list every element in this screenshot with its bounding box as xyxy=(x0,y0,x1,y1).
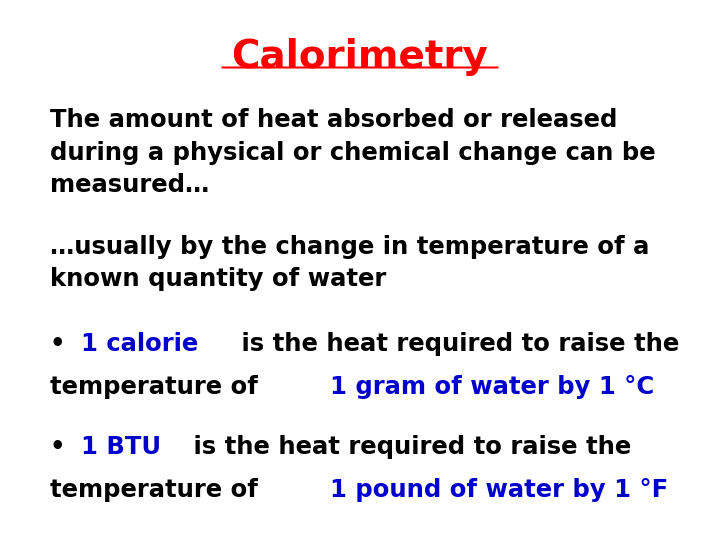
Text: temperature of: temperature of xyxy=(50,375,267,399)
Text: 1 BTU: 1 BTU xyxy=(81,435,161,458)
Text: •: • xyxy=(50,435,74,458)
Text: is the heat required to raise the: is the heat required to raise the xyxy=(233,332,679,356)
Text: 1 calorie: 1 calorie xyxy=(81,332,199,356)
Text: •: • xyxy=(50,332,74,356)
Text: temperature of: temperature of xyxy=(50,478,267,502)
Text: Calorimetry: Calorimetry xyxy=(232,38,488,76)
Text: 1 gram of water by 1 °C: 1 gram of water by 1 °C xyxy=(330,375,654,399)
Text: 1 pound of water by 1 °F: 1 pound of water by 1 °F xyxy=(330,478,668,502)
Text: …usually by the change in temperature of a
known quantity of water: …usually by the change in temperature of… xyxy=(50,235,649,292)
Text: is the heat required to raise the: is the heat required to raise the xyxy=(185,435,631,458)
Text: The amount of heat absorbed or released
during a physical or chemical change can: The amount of heat absorbed or released … xyxy=(50,108,656,197)
